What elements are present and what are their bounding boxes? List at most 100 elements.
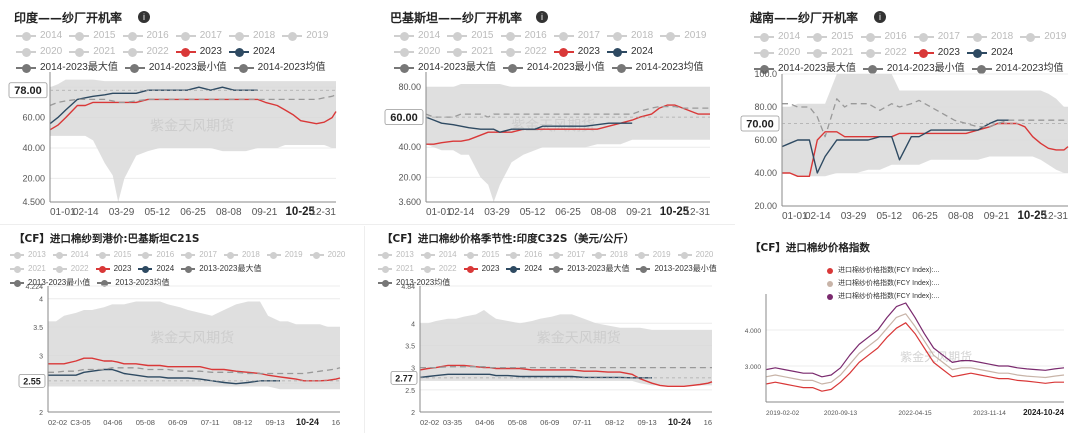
legend-item[interactable]: 2018 [223,248,260,262]
legend-item[interactable]: 2013 [378,248,414,262]
legend-item[interactable]: 2014-2023均值 [971,61,1063,77]
legend-item[interactable]: 2019 [266,248,303,262]
legend-item[interactable]: 2013-2023最大值 [549,262,629,276]
chart-plot: 22.533.544.224紫金天风期货02-02C3-0504-0605-08… [18,284,341,427]
legend-item[interactable]: 2022 [420,262,457,276]
legend-swatch [181,265,196,273]
legend-item[interactable]: 2017 [181,248,217,262]
legend-item[interactable]: 2020 [394,44,440,60]
legend-swatch [913,32,934,42]
legend-item[interactable]: 2013 [10,248,46,262]
legend-swatch [607,47,627,57]
legend-item[interactable]: 2014-2023最小值 [502,60,605,76]
legend-item[interactable]: 2021 [10,262,46,276]
info-icon[interactable]: i [536,11,548,23]
legend-swatch [282,31,303,41]
legend-item[interactable]: 2017 [913,29,960,45]
y-tick-label: 20.00 [22,173,45,183]
legend-item[interactable]: 2023 [175,44,222,60]
series-line-0 [765,322,1064,392]
legend-item[interactable]: 2014 [420,248,457,262]
legend-item[interactable]: 2016 [122,28,169,44]
chart-title: 【CF】进口棉纱价格季节性:印度C32S（美元/公斤） [382,233,635,245]
legend-item[interactable]: 2016 [860,29,907,45]
x-tick-label: 04-06 [103,418,122,427]
legend-item[interactable]: 2013-2023最小值 [636,262,717,276]
x-tick-label: 09-21 [984,211,1010,222]
legend-item[interactable]: 2019 [282,28,329,44]
legend-item[interactable]: 2015 [463,248,499,262]
legend-item[interactable]: 2019 [1020,29,1067,45]
legend-item[interactable]: 2018 [229,28,275,44]
legend-item[interactable]: 2016 [500,28,547,44]
legend-item[interactable]: 2014-2023最大值 [754,61,856,77]
legend-item[interactable]: 2013-2023均值 [378,276,450,290]
legend-swatch [394,63,414,73]
info-icon[interactable]: i [138,11,150,23]
legend-item[interactable]: 2021 [69,44,116,60]
legend-item[interactable]: 2024 [607,44,653,60]
legend-item[interactable]: 2020 [309,248,345,262]
legend-item[interactable]: 2023 [553,44,600,60]
legend-item[interactable]: 2023 [913,45,960,61]
legend-item[interactable]: 2014-2023最大值 [16,60,118,76]
legend-item[interactable]: 2014-2023均值 [233,60,325,76]
legend-item[interactable]: 进口棉纱价格指数(FCY Index):... [826,290,1049,303]
chart-legend: 2014 2015 2016 2017 2018 2019 2020 2021 2022 2023… [394,28,724,76]
legend-item[interactable]: 2015 [95,248,131,262]
legend-item[interactable]: 2015 [69,28,116,44]
legend-swatch [634,251,649,259]
legend-item[interactable]: 2022 [52,262,89,276]
legend-item[interactable]: 2017 [549,248,585,262]
legend-item[interactable]: 2019 [660,28,707,44]
legend-item[interactable]: 2024 [138,262,174,276]
legend-item[interactable]: 2018 [607,28,653,44]
legend-item[interactable]: 2015 [447,28,494,44]
legend-item[interactable]: 2019 [634,248,671,262]
legend-item[interactable]: 2023 [95,262,131,276]
x-tick-label: 08-12 [233,418,252,427]
legend-item[interactable]: 2013-2023均值 [97,276,170,290]
legend-item[interactable]: 2018 [591,248,628,262]
legend-item[interactable]: 2014-2023最大值 [394,60,496,76]
legend-item[interactable]: 2024 [506,262,542,276]
legend-item[interactable]: 2014-2023均值 [611,60,703,76]
legend-item[interactable]: 2020 [677,248,713,262]
legend-item[interactable]: 2021 [378,262,414,276]
legend-item[interactable]: 2014-2023最小值 [124,60,227,76]
legend-item[interactable]: 2020 [754,45,800,61]
series-line-0 [426,104,710,145]
legend-item[interactable]: 2014 [16,28,62,44]
y-tick-label: 3 [39,353,43,360]
legend-item[interactable]: 进口棉纱价格指数(FCY Index):... [826,277,1049,290]
chart-legend: 2014 2015 2016 2017 2018 2019 2020 2021 2022 2023… [754,29,1080,77]
info-icon[interactable]: i [874,11,886,23]
legend-item[interactable]: 2021 [807,45,854,61]
legend-item[interactable]: 2018 [967,29,1013,45]
legend-swatch [860,48,881,58]
legend-item[interactable]: 2020 [16,44,62,60]
legend-item[interactable]: 2017 [553,28,600,44]
legend-label: 2013-2023最大值 [199,264,262,273]
legend-item[interactable]: 2016 [138,248,174,262]
legend-item[interactable]: 2016 [506,248,542,262]
legend-item[interactable]: 2013-2023最大值 [181,262,261,276]
legend-item[interactable]: 2021 [447,44,494,60]
legend-item[interactable]: 2014 [394,28,440,44]
legend-label: 2016 [156,250,175,259]
legend-item[interactable]: 2013-2023最小值 [10,276,90,290]
legend-item[interactable]: 进口棉纱价格指数(FCY Index):... [826,264,1049,277]
legend-item[interactable]: 2015 [807,29,854,45]
legend-item[interactable]: 2014 [754,29,800,45]
legend-item[interactable]: 2017 [175,28,222,44]
legend-item[interactable]: 2023 [463,262,499,276]
legend-item[interactable]: 2022 [122,44,169,60]
legend-item[interactable]: 2024 [967,45,1013,61]
legend-item[interactable]: 2014-2023最小值 [862,61,965,77]
legend-item[interactable]: 2022 [500,44,547,60]
legend-item[interactable]: 2014 [52,248,89,262]
legend-item[interactable]: 2022 [860,45,907,61]
legend-item[interactable]: 2024 [229,44,275,60]
legend-label: 2014 [778,31,801,42]
chart-title: 越南——纱厂开机率 [750,11,859,25]
